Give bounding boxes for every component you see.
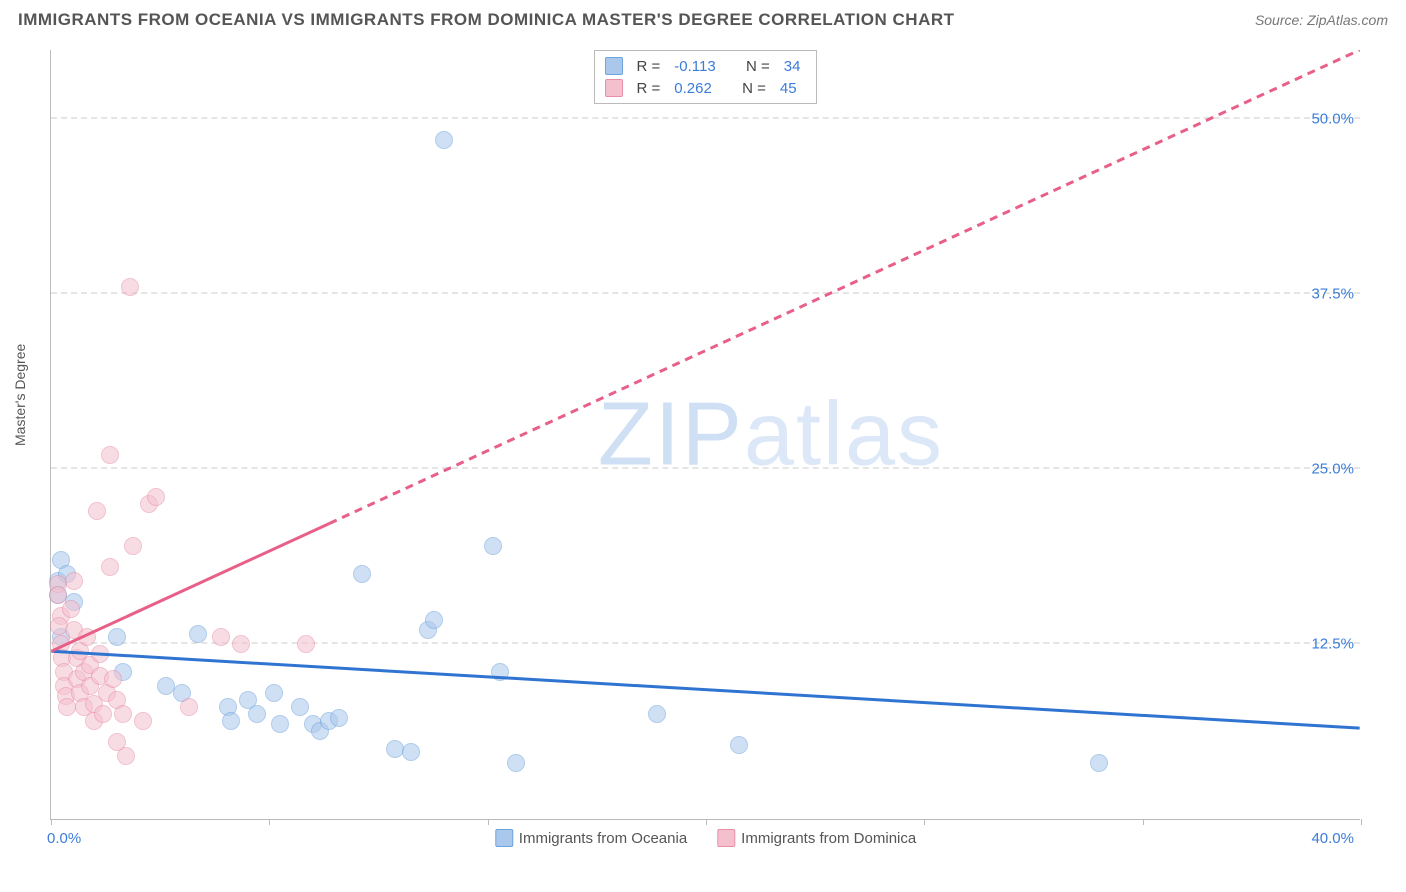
legend-r-value: -0.113 (674, 58, 715, 75)
data-point (65, 572, 83, 590)
source-label: Source: ZipAtlas.com (1255, 12, 1388, 28)
legend-r-label: R = (637, 58, 661, 75)
data-point (271, 715, 289, 733)
gridline (51, 117, 1360, 119)
data-point (114, 705, 132, 723)
data-point (402, 743, 420, 761)
watermark-main: ZIP (598, 384, 744, 484)
legend-swatch (495, 829, 513, 847)
data-point (730, 736, 748, 754)
data-point (108, 628, 126, 646)
gridline (51, 292, 1360, 294)
y-tick-label: 37.5% (1311, 286, 1354, 303)
data-point (134, 712, 152, 730)
data-point (124, 537, 142, 555)
y-tick-label: 12.5% (1311, 636, 1354, 653)
data-point (425, 611, 443, 629)
data-point (484, 537, 502, 555)
series-legend: Immigrants from Oceania Immigrants from D… (495, 829, 916, 847)
series-legend-item: Immigrants from Oceania (495, 829, 687, 847)
data-point (386, 740, 404, 758)
data-point (62, 600, 80, 618)
data-point (104, 670, 122, 688)
correlation-legend: R = -0.113 N = 34 R = 0.262 N = 45 (594, 50, 818, 104)
chart-area: ZIPatlas R =-0.113 N =34R =0.262 N =45 I… (50, 50, 1360, 820)
data-point (78, 628, 96, 646)
data-point (117, 747, 135, 765)
legend-row: R = 0.262 N = 45 (605, 77, 807, 99)
data-point (58, 698, 76, 716)
x-tick (488, 819, 489, 825)
data-point (648, 705, 666, 723)
data-point (94, 705, 112, 723)
legend-n-value: 34 (784, 58, 801, 75)
data-point (507, 754, 525, 772)
legend-swatch (605, 57, 623, 75)
legend-r-label: R = (637, 80, 661, 97)
page-title: IMMIGRANTS FROM OCEANIA VS IMMIGRANTS FR… (18, 10, 955, 30)
data-point (101, 446, 119, 464)
data-point (91, 645, 109, 663)
data-point (212, 628, 230, 646)
y-axis-label: Master's Degree (12, 344, 28, 446)
x-end-label: 40.0% (1311, 830, 1354, 847)
data-point (435, 131, 453, 149)
legend-r-value: 0.262 (674, 80, 712, 97)
data-point (297, 635, 315, 653)
x-tick (706, 819, 707, 825)
data-point (248, 705, 266, 723)
data-point (101, 558, 119, 576)
data-point (265, 684, 283, 702)
legend-n-value: 45 (780, 80, 797, 97)
x-tick (51, 819, 52, 825)
x-tick (269, 819, 270, 825)
x-tick (1143, 819, 1144, 825)
series-legend-item: Immigrants from Dominica (717, 829, 916, 847)
legend-swatch (605, 79, 623, 97)
data-point (330, 709, 348, 727)
series-legend-label: Immigrants from Dominica (741, 830, 916, 847)
data-point (491, 663, 509, 681)
data-point (291, 698, 309, 716)
watermark: ZIPatlas (598, 383, 944, 486)
data-point (353, 565, 371, 583)
legend-row: R = -0.113 N = 34 (605, 55, 807, 77)
x-origin-label: 0.0% (47, 830, 81, 847)
y-tick-label: 50.0% (1311, 111, 1354, 128)
data-point (121, 278, 139, 296)
data-point (189, 625, 207, 643)
series-legend-label: Immigrants from Oceania (519, 830, 687, 847)
data-point (232, 635, 250, 653)
data-point (222, 712, 240, 730)
legend-n-label: N = (746, 58, 770, 75)
data-point (157, 677, 175, 695)
data-point (1090, 754, 1108, 772)
watermark-sub: atlas (744, 384, 944, 484)
legend-swatch (717, 829, 735, 847)
legend-n-label: N = (742, 80, 766, 97)
x-tick (1361, 819, 1362, 825)
x-tick (924, 819, 925, 825)
data-point (88, 502, 106, 520)
data-point (180, 698, 198, 716)
gridline (51, 467, 1360, 469)
data-point (147, 488, 165, 506)
y-tick-label: 25.0% (1311, 461, 1354, 478)
